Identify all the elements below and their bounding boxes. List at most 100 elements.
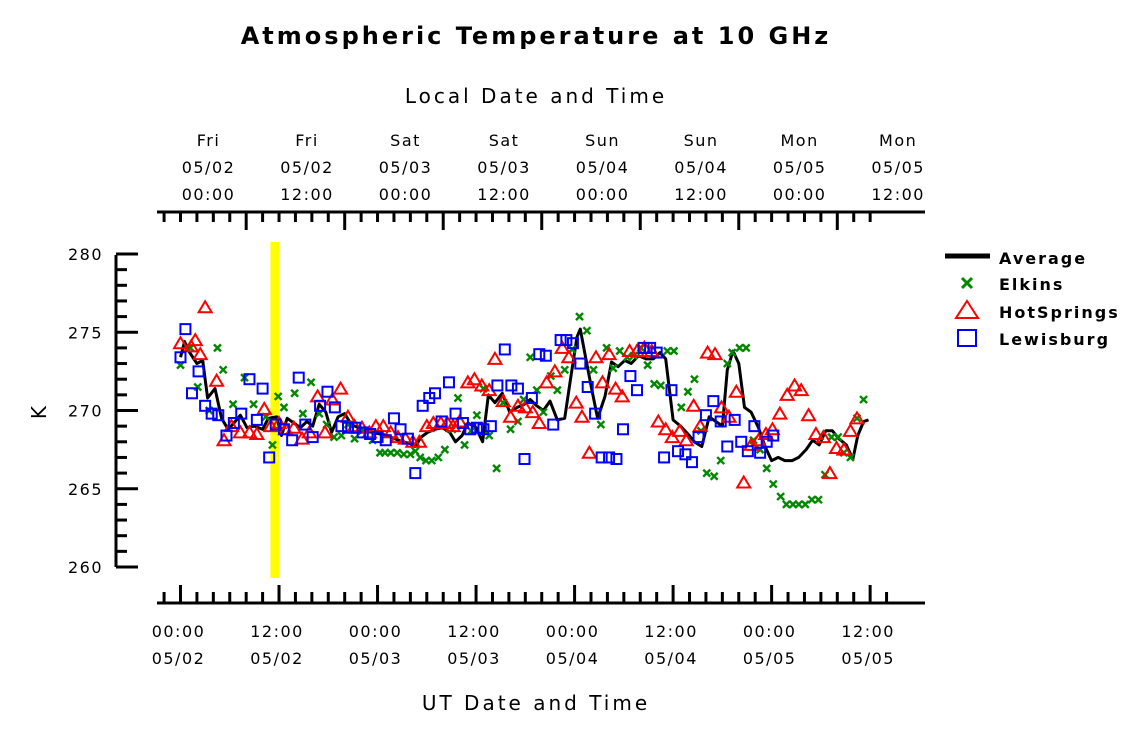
point-hotsprings: [172, 335, 189, 350]
top-x-tick-label-time: 12:00: [871, 185, 925, 204]
x-tick-label-time: 12:00: [447, 622, 501, 641]
top-x-tick-label-date: 05/05: [871, 158, 925, 177]
point-elkins: [833, 432, 843, 442]
point-hotsprings: [581, 444, 598, 459]
top-x-tick-label-time: 00:00: [576, 185, 630, 204]
point-lewisburg: [199, 399, 212, 412]
point-lewisburg: [748, 420, 761, 433]
point-lewisburg: [630, 384, 643, 397]
point-hotsprings: [494, 393, 512, 408]
point-hotsprings: [786, 377, 803, 392]
point-lewisburg: [292, 371, 305, 384]
point-lewisburg: [243, 373, 256, 386]
top-x-tick-label-day: Sat: [390, 131, 421, 150]
point-lewisburg: [205, 407, 218, 420]
point-hotsprings: [451, 413, 468, 428]
legend-label-hotsprings: HotSprings: [999, 303, 1120, 322]
x-tick-label-date: 05/05: [743, 649, 797, 668]
point-hotsprings: [828, 440, 845, 455]
point-hotsprings: [821, 465, 839, 480]
point-lewisburg: [539, 349, 552, 362]
point-hotsprings: [241, 424, 258, 439]
top-x-tick-label-time: 12:00: [477, 185, 531, 204]
point-lewisburg: [665, 384, 678, 397]
point-hotsprings: [285, 419, 303, 434]
point-hotsprings: [196, 299, 214, 314]
point-elkins: [727, 348, 737, 357]
point-lewisburg: [637, 341, 650, 354]
y-tick-label: 270: [68, 402, 103, 421]
point-elkins: [460, 440, 469, 450]
point-lewisburg: [511, 382, 524, 395]
point-hotsprings: [546, 363, 564, 378]
point-lewisburg: [728, 413, 741, 426]
x-tick-label-time: 00:00: [152, 622, 206, 641]
point-lewisburg: [491, 379, 504, 392]
point-hotsprings: [657, 421, 674, 436]
point-lewisburg: [617, 423, 630, 436]
point-elkins: [782, 500, 791, 509]
point-lewisburg: [429, 387, 442, 400]
point-elkins: [492, 464, 501, 473]
point-lewisburg: [456, 417, 469, 430]
point-elkins: [582, 326, 592, 336]
point-hotsprings: [594, 374, 611, 389]
top-x-tick-label-day: Sat: [489, 131, 520, 150]
x-tick-label-date: 05/04: [546, 649, 600, 668]
point-lewisburg: [306, 431, 319, 444]
point-lewisburg: [364, 427, 377, 440]
point-elkins: [589, 365, 598, 375]
point-hotsprings: [771, 405, 789, 420]
point-hotsprings: [587, 349, 605, 364]
point-elkins: [643, 360, 652, 370]
point-lewisburg: [658, 451, 671, 464]
point-hotsprings: [848, 410, 866, 425]
y-tick-label: 260: [68, 558, 103, 577]
point-lewisburg: [574, 357, 587, 370]
point-elkins: [716, 456, 726, 465]
point-elkins: [649, 379, 659, 389]
point-hotsprings: [835, 441, 853, 456]
top-x-tick-label-date: 05/02: [280, 158, 334, 177]
point-elkins: [427, 456, 437, 465]
point-hotsprings: [208, 372, 225, 387]
point-lewisburg: [416, 399, 429, 412]
point-lewisburg: [263, 451, 276, 464]
point-elkins: [525, 352, 535, 362]
point-elkins: [683, 387, 693, 397]
x-ticks: 00:00 05/02 12:00 05/02 00:00 05/03 12:00 05/03…: [152, 585, 893, 668]
point-lewisburg: [610, 453, 623, 466]
point-lewisburg: [387, 412, 400, 425]
top-x-axis-title: Local Date and Time: [405, 84, 667, 108]
point-hotsprings: [531, 415, 548, 430]
point-lewisburg: [220, 429, 233, 442]
point-lewisburg: [505, 379, 518, 392]
point-lewisburg: [714, 415, 727, 428]
point-hotsprings: [389, 429, 407, 444]
point-elkins: [608, 363, 618, 373]
point-lewisburg: [741, 445, 754, 458]
point-lewisburg: [321, 385, 334, 398]
point-lewisburg: [371, 431, 384, 444]
point-lewisburg: [624, 370, 637, 383]
point-elkins: [768, 479, 778, 489]
point-elkins: [762, 464, 772, 473]
highlight-band-layer: [270, 242, 280, 578]
point-hotsprings: [459, 374, 477, 389]
point-hotsprings: [842, 422, 859, 437]
point-lewisburg: [227, 417, 240, 430]
point-hotsprings: [815, 429, 832, 444]
point-hotsprings: [509, 397, 527, 412]
point-lewisburg: [672, 445, 685, 458]
x-tick-label-date: 05/04: [644, 649, 698, 668]
point-hotsprings: [728, 383, 745, 398]
top-x-tick-label-time: 00:00: [182, 185, 236, 204]
point-lewisburg: [341, 421, 354, 434]
point-elkins: [506, 424, 515, 434]
point-lewisburg: [721, 440, 734, 453]
x-tick-label-time: 12:00: [250, 622, 304, 641]
x-tick-label-date: 05/03: [349, 649, 403, 668]
point-elkins: [690, 374, 699, 384]
top-x-tick-label-date: 05/05: [773, 158, 827, 177]
point-lewisburg: [470, 421, 483, 434]
